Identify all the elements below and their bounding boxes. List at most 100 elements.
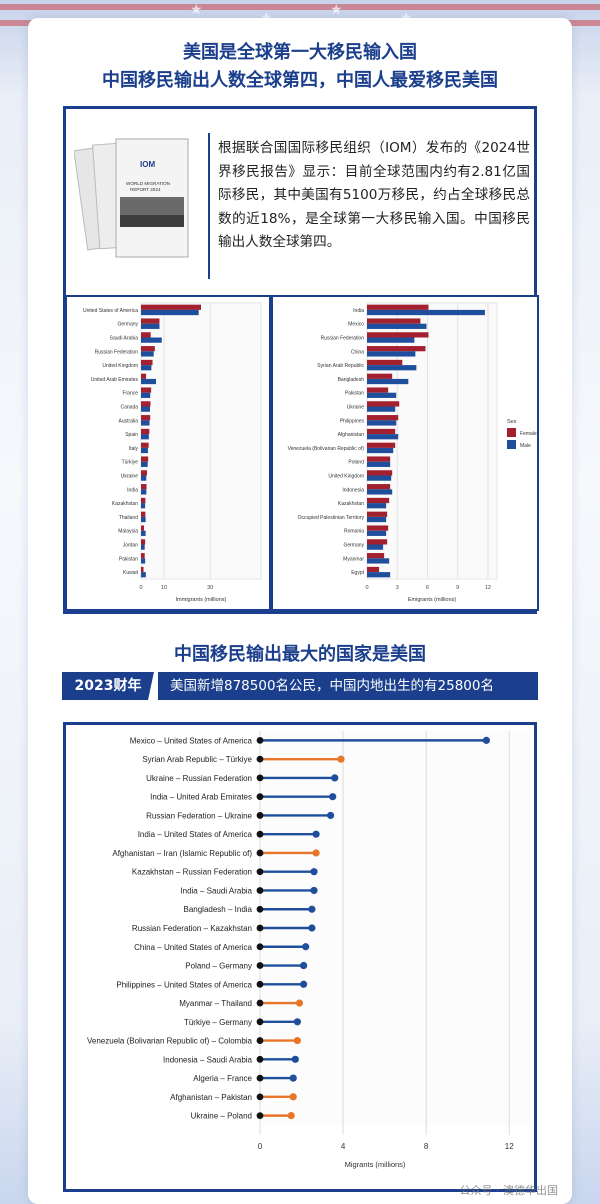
x-tick-label: 12 [485,585,491,591]
bar-male [367,351,416,357]
x-tick-label: 0 [139,585,142,591]
lollipop-origin-dot [256,1074,264,1082]
x-tick-label: 8 [424,1142,429,1151]
bar-female [367,484,391,490]
emigrants-chart: 0 3 6 9 12 Emigrants (millions) India Mexico Rus… [288,302,537,603]
bar-male [141,572,146,578]
x-tick-label: 30 [207,585,213,591]
lollipop-origin-dot [256,774,264,782]
bar-female [367,539,388,545]
bar-female [367,566,380,573]
lollipop-point [308,905,316,913]
lollipop-origin-dot [256,755,264,763]
bar-male [141,365,152,371]
lollipop-point [289,1093,297,1101]
bar-male [141,392,151,398]
y-category-label: India [353,308,364,314]
lollipop-origin-dot [256,1055,264,1063]
bar-male [141,530,146,536]
lollipop-point [337,755,345,763]
y-category-label: Kazakhstan [338,501,364,507]
lollipop-point [300,980,308,988]
star-icon: ★ [190,2,203,18]
bar-male [141,503,146,509]
bar-male [141,309,199,316]
y-category-label: Syrian Arab Republic [317,363,364,369]
y-category-label: Philippines [340,418,365,424]
lollipop-origin-dot [256,905,264,913]
bar-female [141,539,146,545]
bar-female [367,456,391,462]
bar-male [141,461,148,467]
x-tick-label: 3 [396,585,399,591]
bar-male [367,461,391,467]
y-category-label: India – Saudi Arabia [180,886,252,895]
bar-female [367,387,389,393]
y-category-label: Italy [129,446,139,452]
bar-male [367,489,393,495]
bar-female [367,304,429,310]
bar-female [367,470,393,476]
lollipop-origin-dot [256,887,264,894]
y-category-label: United Arab Emirates [91,377,139,383]
bar-male [141,516,146,523]
star-icon: ★ [330,2,343,18]
bar-male [367,392,397,398]
bar-male [141,447,148,454]
iom-logo: IOM [140,160,155,169]
lollipop-origin-dot [256,962,264,969]
legend-title: Sex [507,419,517,425]
x-axis-label: Migrants (millions) [345,1160,406,1169]
lollipop-point [289,1074,297,1082]
lollipop-point [310,868,318,876]
bar-female [367,401,400,407]
y-category-label: France [122,391,138,397]
y-category-label: Kazakhstan – Russian Federation [132,868,252,877]
legend-swatch-female [507,428,516,437]
x-tick-label: 6 [426,585,429,591]
bar-male [367,378,409,385]
lollipop-origin-dot [256,999,264,1007]
y-category-label: Spain [125,432,138,438]
bar-female [141,511,146,517]
y-category-label: Algeria – France [193,1074,252,1083]
y-category-label: United States of America [83,308,138,314]
bar-female [141,304,201,310]
bar-female [141,387,152,393]
lollipop-origin-dot [256,868,264,876]
lollipop-origin-dot [256,1037,264,1044]
y-category-label: India – United Arab Emirates [150,793,252,802]
emigrants-chart-frame: 0 3 6 9 12 Emigrants (millions) India Mexico Rus… [271,295,539,611]
bar-male [141,489,147,495]
bar-female [141,359,153,366]
divider [208,133,210,279]
flag-stripe [0,4,600,10]
bar-male [141,337,162,343]
lollipop-origin-dot [256,1112,264,1120]
y-category-label: Türkiye – Germany [184,1018,252,1027]
bar-male [367,572,391,578]
corridors-chart-frame: 0 4 8 12 Migrants (millions) Mexico – United … [63,722,537,1192]
watermark: 公众号 · 澳德华出国 [459,1184,559,1197]
plot-area [366,302,498,580]
x-tick-label: 0 [365,585,368,591]
bar-male [141,378,156,385]
y-category-label: United Kingdom [102,363,138,369]
bar-female [141,401,151,407]
bar-female [367,525,389,531]
bar-male [141,323,160,329]
bar-female [141,346,155,352]
bar-female [367,442,396,448]
page-subtitle: 中国移民输出人数全球第四，中国人最爱移民美国 [102,70,498,91]
lollipop-point [327,811,335,820]
y-category-label: Afghanistan [338,432,365,438]
bar-male [367,503,387,509]
bar-female [367,553,385,559]
bar-female [367,359,403,366]
lollipop-origin-dot [256,793,264,801]
y-category-label: Egypt [351,570,364,576]
lollipop-origin-dot [256,943,264,951]
lollipop-point [293,1036,301,1045]
lollipop-origin-dot [256,980,264,988]
lollipop-point [308,924,316,932]
